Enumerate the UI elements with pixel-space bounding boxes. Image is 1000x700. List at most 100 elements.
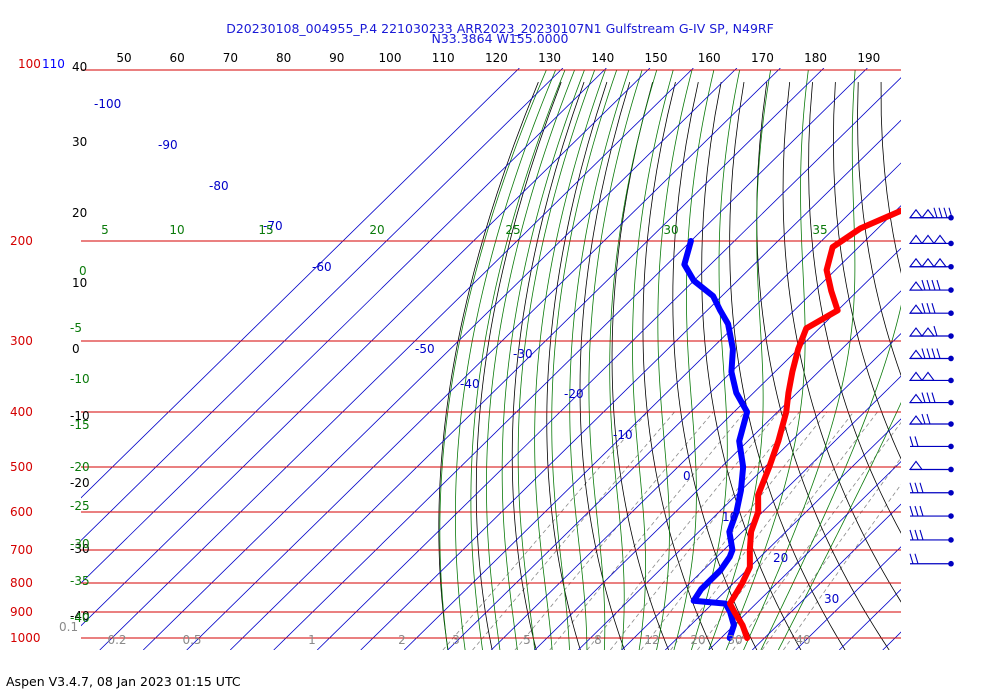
dry-adiabat-line — [808, 82, 901, 534]
mixing-ratio-line — [732, 421, 901, 650]
dry-adiabat-line — [611, 81, 669, 650]
wind-barb-feather — [926, 392, 931, 403]
wind-barb-feather — [914, 482, 919, 493]
isotherm-line — [751, 503, 901, 650]
mixing-ratio-label: 30 — [727, 633, 742, 647]
isotherm-label: 0 — [683, 469, 691, 483]
wind-barb-feather — [931, 348, 936, 359]
mixing-ratio-label: 5 — [523, 633, 531, 647]
dry-adiabat-line — [511, 81, 585, 650]
wind-barb-feather — [921, 279, 926, 291]
wind-barb-base — [948, 355, 954, 362]
isotherm-label: -80 — [209, 179, 229, 193]
wind-barb — [908, 234, 954, 247]
left-scale-label: 30 — [72, 135, 87, 149]
wind-barb — [909, 482, 954, 496]
dry-adiabat-line — [950, 82, 1000, 650]
wind-barb-base — [948, 214, 954, 221]
dewpoint-profile — [681, 238, 751, 641]
mixing-ratio-label: 40 — [795, 633, 810, 647]
moist-adiabat-line — [517, 69, 596, 650]
moist-adiabat-line — [609, 69, 658, 650]
wind-barb-feather — [921, 413, 926, 425]
mixing-ratio-line — [514, 411, 714, 650]
wind-barb-flag — [908, 349, 924, 360]
moist-adiabat-line — [486, 69, 575, 650]
left-scale-label: 40 — [72, 60, 87, 74]
temperature-profile — [726, 207, 901, 641]
dry-adiabat-line — [832, 82, 901, 460]
moist-adiabat-line — [760, 304, 901, 650]
pressure-label: 600 — [10, 505, 33, 519]
moist-adiabat-label: -30 — [70, 537, 90, 551]
wind-barb-flag — [908, 415, 924, 425]
wind-barb-flag — [908, 234, 924, 245]
mixing-ratio-label: 1 — [308, 633, 316, 647]
mixing-ratio-label: 0.1 — [59, 620, 78, 634]
dry-adiabat-line — [546, 81, 608, 650]
wind-barb-feather — [919, 529, 924, 541]
wind-barb-base — [948, 240, 954, 247]
moist-adiabat-label: -5 — [70, 321, 82, 335]
wind-barb-feather — [921, 303, 926, 314]
dry-adiabat-line — [642, 81, 714, 650]
isotherm-line — [229, 68, 825, 650]
wind-barb-feather — [931, 279, 936, 291]
pressure-label: 1000 — [10, 631, 41, 645]
moist-adiabat-line — [534, 69, 606, 650]
isotherm-label: -40 — [460, 377, 480, 391]
wind-barb-feather — [921, 348, 926, 359]
top-scale-label: 160 — [698, 51, 721, 65]
isotherm-line — [708, 460, 901, 650]
isotherm-label: -100 — [94, 97, 121, 111]
pressure-label: 400 — [10, 405, 33, 419]
isotherm-label: 20 — [773, 551, 788, 565]
wind-barb — [908, 413, 954, 427]
moist-adiabat-line — [708, 69, 771, 650]
wind-barb-base — [948, 466, 954, 473]
wind-barb-base — [948, 399, 954, 406]
wind-barb — [908, 303, 954, 316]
wind-barb — [908, 348, 954, 362]
wind-barb-flag — [908, 257, 924, 268]
wind-barb — [909, 505, 954, 519]
top-scale-label: 170 — [751, 51, 774, 65]
top-scale-label: 130 — [538, 51, 561, 65]
left-scale-label: 0 — [72, 342, 80, 356]
wind-barb-flag — [908, 327, 924, 337]
wind-barb — [908, 257, 954, 270]
wind-barb-feather — [936, 279, 941, 291]
wind-barb — [908, 392, 954, 406]
wind-barb-feather — [943, 207, 948, 218]
moist-adiabat-line — [470, 69, 566, 650]
wind-barb-feather — [931, 392, 936, 403]
wind-barb — [909, 529, 954, 543]
pressure-label: 900 — [10, 605, 33, 619]
moist-adiabat-line — [454, 69, 556, 650]
moist-adiabat-line — [439, 69, 547, 650]
isotherm-line — [273, 68, 868, 650]
pressure-label: 200 — [10, 234, 33, 248]
isotherm-label: -20 — [564, 387, 584, 401]
isotherm-line — [360, 119, 901, 650]
wind-barb-base — [948, 377, 954, 384]
dry-adiabat-line — [672, 81, 758, 650]
wind-barb — [908, 325, 954, 339]
wind-barb-base — [948, 263, 954, 270]
left-scale-label: -30 — [70, 542, 90, 556]
isotherm-label: 30 — [824, 592, 839, 606]
wind-barb-flag — [920, 257, 936, 268]
isotherm-line — [142, 68, 738, 650]
wind-barb-feather — [933, 207, 938, 218]
wind-barb-flag — [920, 234, 936, 245]
dry-adiabat-line — [438, 81, 539, 650]
wind-barb-feather — [933, 325, 938, 337]
isotherm-label: 10 — [722, 510, 737, 524]
isotherm-label: -70 — [263, 219, 283, 233]
mixing-ratio-line — [442, 411, 648, 650]
isotherm-line — [490, 247, 901, 650]
isotherm-line — [534, 290, 901, 650]
pressure-label: 300 — [10, 334, 33, 348]
left-scale-label: -20 — [70, 476, 90, 490]
pressure-label: 500 — [10, 460, 33, 474]
